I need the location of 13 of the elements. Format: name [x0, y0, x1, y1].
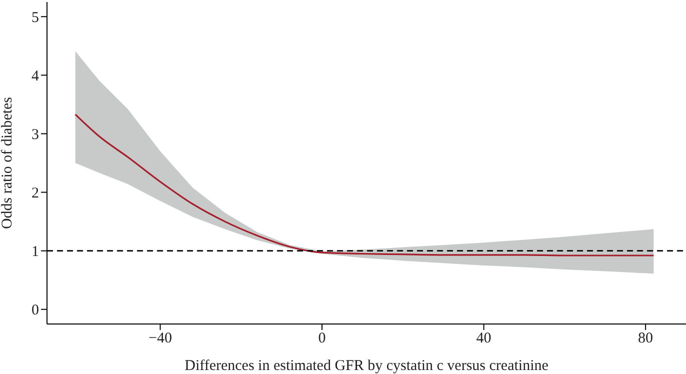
x-tick-label: −40 — [148, 330, 172, 347]
x-tick-label: 0 — [318, 330, 326, 347]
y-tick-label: 2 — [32, 186, 39, 202]
y-tick-label: 5 — [32, 10, 39, 26]
y-tick-label: 0 — [32, 302, 39, 319]
x-tick-label: 40 — [476, 330, 492, 347]
y-tick-label: 4 — [32, 68, 40, 85]
y-axis-title: Odds ratio of diabetes — [0, 96, 16, 230]
y-tick-label: 1 — [32, 244, 39, 260]
x-tick-label: 80 — [638, 330, 654, 347]
line-series — [74, 114, 654, 256]
x-axis-title: Differences in estimated GFR by cystatin c versus creatinine — [184, 358, 549, 374]
y-tick-label: 3 — [32, 127, 39, 144]
